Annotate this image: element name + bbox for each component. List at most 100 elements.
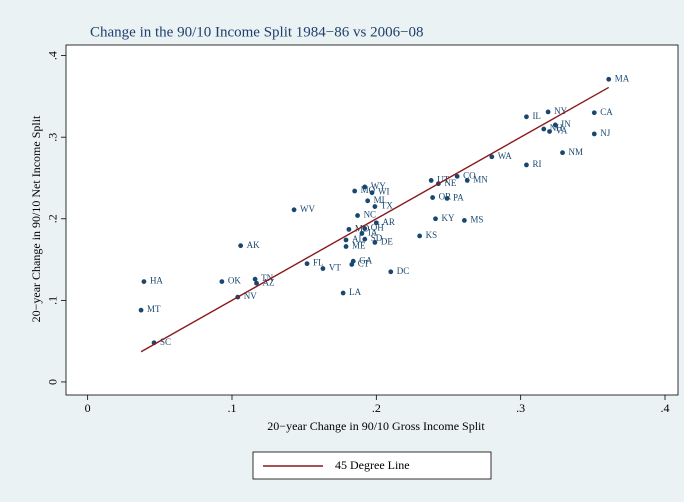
point-label: AL (352, 234, 364, 244)
point-label: LA (349, 287, 361, 297)
point (461, 218, 467, 223)
point (343, 244, 349, 249)
point-label: CO (463, 170, 476, 180)
fit-line (140, 86, 610, 353)
point (362, 184, 368, 190)
point-label: HA (150, 276, 163, 286)
point (606, 76, 612, 82)
point-label: SC (160, 337, 171, 347)
point-label: KS (426, 230, 438, 240)
point (524, 162, 529, 168)
point-label: IN (561, 119, 571, 129)
point-label: NJ (600, 128, 610, 138)
point-label: AR (382, 217, 395, 227)
point (362, 236, 368, 242)
y-tick-label: .2 (46, 214, 60, 223)
point (524, 114, 529, 120)
point (254, 280, 259, 286)
point-label: VT (329, 263, 341, 273)
point-label: KY (442, 213, 455, 223)
y-tick-label: .1 (46, 296, 60, 305)
point-label: NM (569, 147, 584, 157)
point (372, 240, 378, 245)
x-axis-label: 20−year Change in 90/10 Gross Income Spl… (267, 419, 485, 433)
point-label: TX (381, 201, 393, 211)
point (454, 173, 460, 179)
point (560, 150, 565, 156)
point (343, 237, 349, 243)
point-label: RI (532, 159, 541, 169)
point-label: AK (247, 240, 260, 250)
y-tick-label: 0 (46, 379, 60, 385)
point-label: NC (364, 210, 377, 220)
point (444, 195, 450, 201)
point-label: VA (556, 126, 568, 136)
x-tick-label: .3 (516, 401, 525, 415)
point (545, 109, 551, 115)
point (428, 178, 434, 183)
point (373, 220, 379, 226)
point (464, 178, 470, 183)
point-label: OK (228, 276, 241, 286)
y-tick-label: .4 (46, 51, 60, 60)
point-label: MI (374, 195, 385, 205)
point (352, 188, 358, 194)
legend-label: 45 Degree Line (335, 458, 410, 472)
point (433, 216, 438, 222)
point-label: CT (358, 259, 370, 269)
point (372, 204, 378, 209)
x-tick-label: 0 (85, 401, 91, 415)
point (547, 129, 552, 134)
point-label: SD (371, 233, 383, 243)
point (355, 213, 360, 218)
point-label: NH (550, 123, 563, 133)
point-label: WV (300, 204, 315, 214)
point-label: GA (359, 255, 372, 265)
point (362, 226, 368, 231)
point-label: OR (439, 192, 452, 202)
point-label: MS (470, 214, 483, 224)
point (138, 307, 144, 313)
point (417, 233, 423, 239)
point-label: MT (147, 304, 161, 314)
point (340, 290, 346, 296)
point-label: NY (554, 106, 567, 116)
x-tick-label: .4 (661, 401, 670, 415)
point (591, 110, 597, 116)
point-label: NE (444, 178, 456, 188)
point-label: WA (498, 151, 512, 161)
point-label: IA (368, 228, 378, 238)
point-label: WY (371, 181, 386, 191)
point (141, 279, 147, 284)
point-label: FL (313, 258, 324, 268)
point-label: AZ (263, 277, 275, 287)
point (541, 126, 547, 132)
point (238, 243, 244, 249)
point (388, 269, 394, 275)
chart-title: Change in the 90/10 Income Split 1984−86… (90, 24, 424, 40)
point-label: DE (381, 236, 393, 246)
point-label: ME (352, 241, 366, 251)
point (346, 226, 352, 232)
point-label: OH (371, 223, 384, 233)
x-tick-label: .2 (372, 401, 381, 415)
point (349, 262, 355, 267)
x-tick-label: .1 (227, 401, 236, 415)
point (359, 231, 365, 236)
point (430, 195, 436, 200)
point-label: TN (261, 273, 273, 283)
point-label: MA (615, 73, 630, 83)
point (304, 261, 310, 267)
y-tick-label: .3 (46, 133, 60, 142)
point-label: IL (532, 111, 541, 121)
point (591, 131, 597, 137)
point-label: MN (473, 174, 488, 184)
point (552, 122, 558, 128)
point (291, 207, 297, 213)
point-label: PA (453, 192, 464, 202)
y-axis-label: 20−year Change in 90/10 Net Income Split (29, 115, 43, 322)
point (369, 190, 375, 196)
point (219, 279, 225, 284)
point-label: NV (244, 291, 257, 301)
